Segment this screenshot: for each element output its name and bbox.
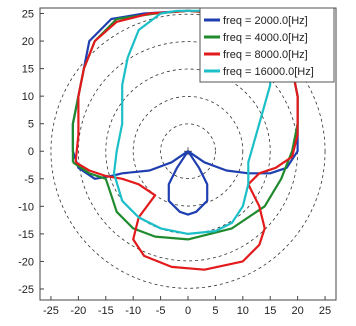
series-group: [71, 9, 299, 271]
x-tick-label-0: -25: [43, 305, 59, 317]
legend-label-1: freq = 4000.0[Hz]: [223, 32, 308, 44]
x-tick-label-2: -15: [98, 305, 114, 317]
series-line-3: [74, 9, 299, 271]
x-axis: -25 -20 -15 -10 -5 0 5 10 15 20 25: [43, 296, 331, 317]
y-tick-label-0: 25: [22, 9, 34, 21]
y-axis: 25 20 15 10 5 0 -5 -10 -15 -20 -25: [18, 9, 44, 296]
x-tick-label-6: 5: [212, 305, 218, 317]
y-tick-label-3: 10: [22, 91, 34, 103]
legend-box: [199, 7, 335, 83]
x-tick-label-7: 10: [237, 305, 249, 317]
x-tick-label-5: 0: [185, 305, 191, 317]
x-tick-label-3: -10: [125, 305, 141, 317]
legend-label-3: freq = 16000.0[Hz]: [223, 66, 314, 78]
legend-label-2: freq = 8000.0[Hz]: [223, 49, 308, 61]
polar-grid-circle-0: [160, 123, 216, 180]
x-tick-label-1: -20: [70, 305, 86, 317]
legend: freq = 2000.0[Hz] freq = 4000.0[Hz] freq =…: [199, 7, 335, 83]
y-tick-label-2: 15: [22, 64, 34, 76]
y-tick-label-7: -10: [18, 201, 34, 213]
y-tick-label-8: -15: [18, 229, 34, 241]
legend-label-0: freq = 2000.0[Hz]: [223, 15, 308, 27]
y-tick-label-6: -5: [24, 174, 34, 186]
y-tick-label-5: 0: [28, 146, 34, 158]
series-line-1: [167, 150, 209, 216]
x-tick-label-9: 20: [292, 305, 304, 317]
y-tick-label-10: -25: [18, 284, 34, 296]
polar-grid-circle-1: [132, 96, 244, 207]
x-tick-label-10: 25: [319, 305, 331, 317]
x-tick-label-4: -5: [156, 305, 166, 317]
x-tick-label-8: 15: [264, 305, 276, 317]
polar-grid-circle-4: [50, 13, 326, 289]
y-tick-label-1: 20: [22, 36, 34, 48]
y-tick-label-4: 5: [28, 119, 34, 131]
y-tick-label-9: -20: [18, 256, 34, 268]
